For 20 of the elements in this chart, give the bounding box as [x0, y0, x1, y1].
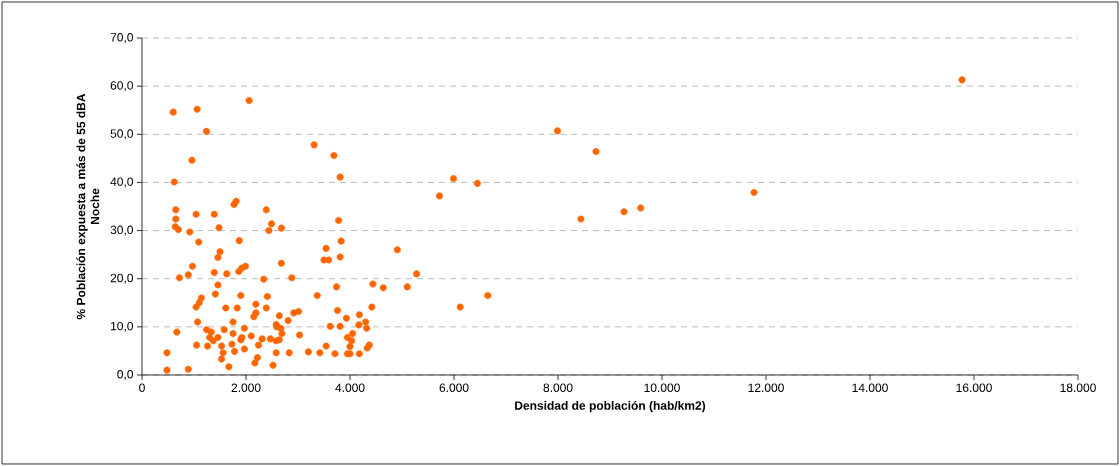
y-axis-title: % Población expuesta a más de 55 dBA Noche: [76, 93, 100, 320]
y-tick-label: 40,0: [110, 177, 134, 188]
x-tick-label: 2.000: [231, 383, 261, 393]
x-tick-label: 4.000: [335, 383, 365, 393]
x-tick-label: 14.000: [852, 383, 888, 393]
y-tick-label: 30,0: [110, 225, 134, 236]
x-tick-label: 6.000: [439, 383, 469, 393]
x-tick-label: 12.000: [748, 383, 784, 393]
y-tick-label: 50,0: [110, 129, 134, 140]
y-tick-label: 60,0: [110, 81, 134, 92]
y-tick-label: 0,0: [117, 370, 134, 380]
x-tick-label: 0: [139, 383, 145, 393]
y-tick-label: 10,0: [111, 321, 134, 332]
x-tick-label: 16.000: [956, 383, 992, 393]
y-tick-label: 70,0: [110, 33, 134, 43]
y-tick-label: 20,0: [110, 273, 134, 284]
x-tick-label: 10.000: [644, 383, 680, 393]
x-tick-label: 18.000: [1060, 383, 1096, 393]
x-axis-title: Densidad de población (hab/km2): [515, 400, 706, 413]
x-tick-label: 8.000: [543, 383, 573, 393]
